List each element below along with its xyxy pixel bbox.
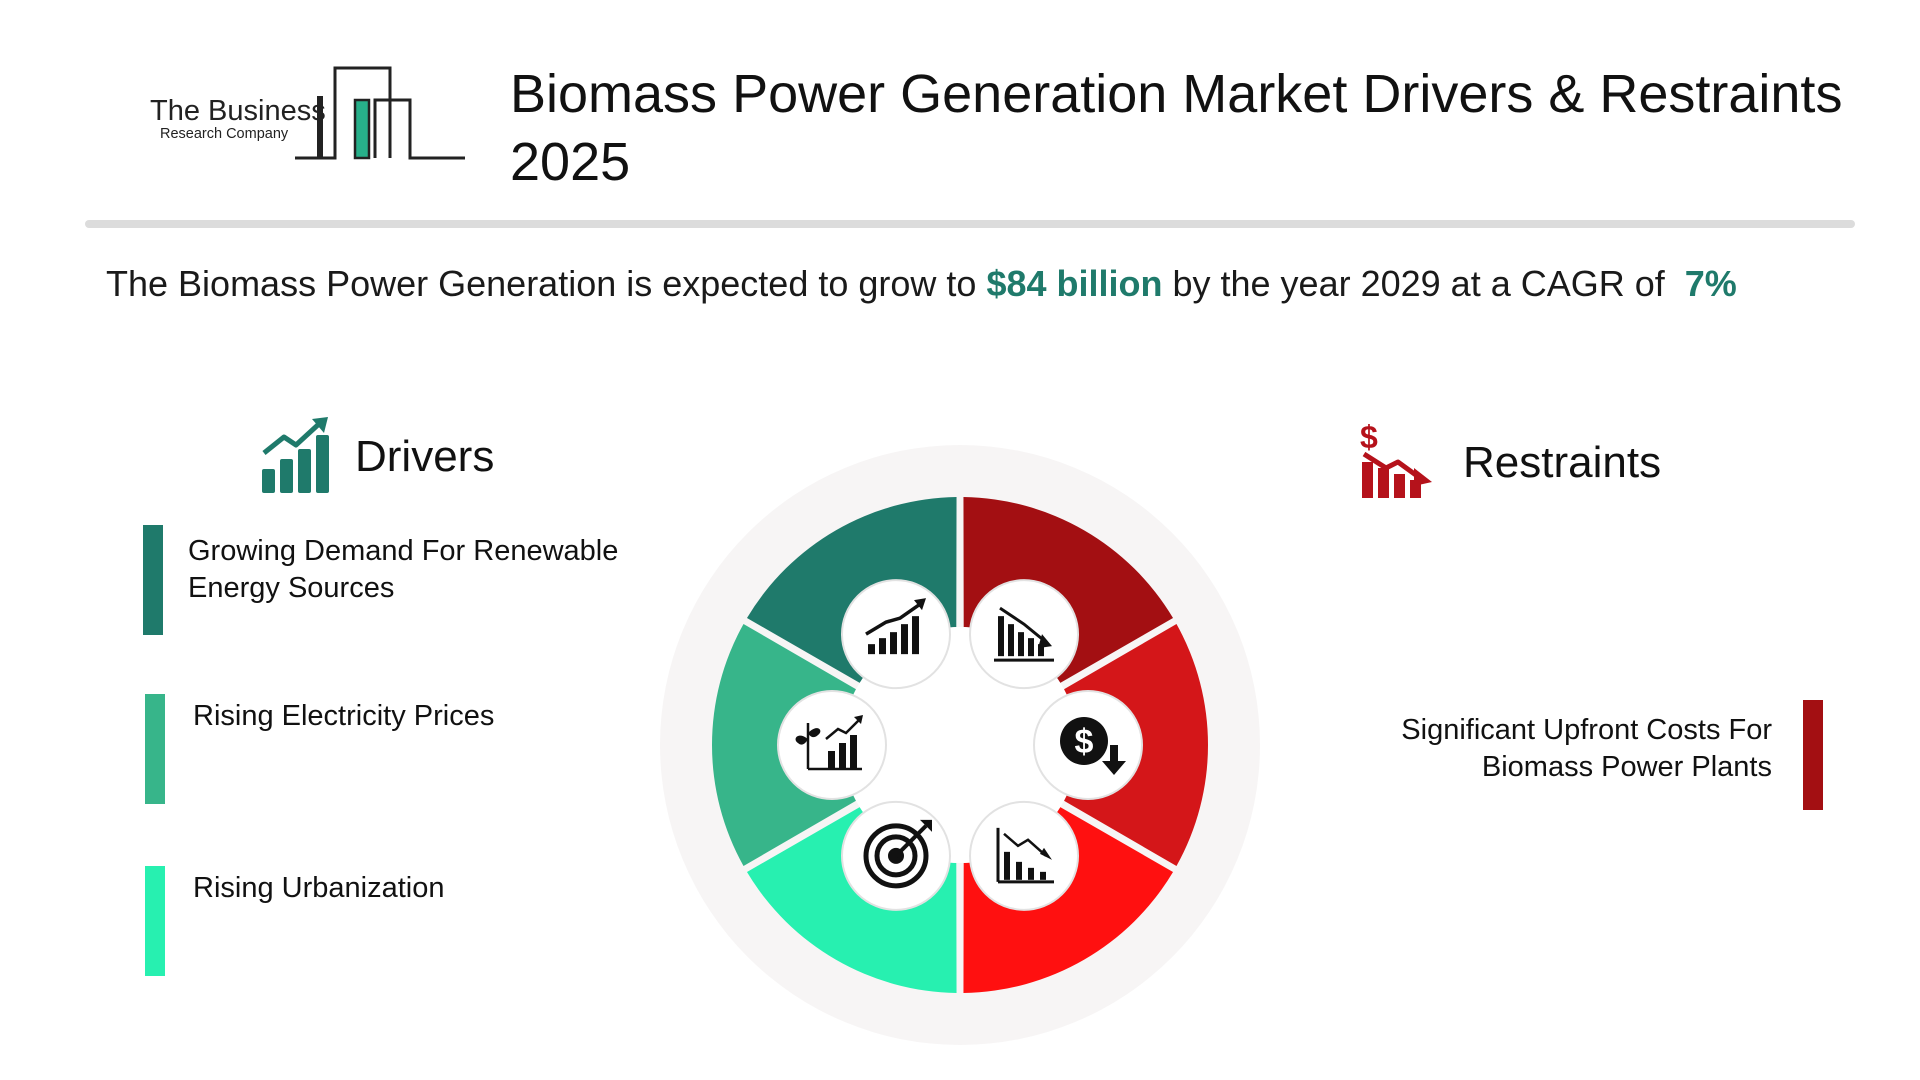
restraint-color-bar [1803, 700, 1823, 810]
logo-line2: Research Company [160, 126, 289, 142]
company-logo: The Business Research Company [150, 66, 465, 160]
declining-bar-chart-icon [969, 579, 1079, 690]
dollar-decline-chart-icon: $ [1360, 419, 1432, 498]
growth-chart-icon [262, 417, 329, 493]
restraint-item: Significant Upfront Costs For Biomass Po… [1401, 714, 1772, 783]
svg-text:$: $ [1360, 419, 1378, 455]
plant-growth-chart-icon [777, 690, 887, 800]
driver-item: Rising Urbanization [193, 872, 445, 904]
driver-color-bar [145, 866, 165, 976]
restraints-heading: Restraints [1463, 438, 1662, 487]
cagr-value: 7% [1684, 263, 1737, 304]
market-value: $84 billion [986, 263, 1163, 304]
header-divider [85, 220, 1855, 228]
drivers-heading: Drivers [355, 432, 495, 481]
drivers-restraints-wheel: $ [660, 445, 1260, 1045]
driver-color-bar [143, 525, 163, 635]
summary-middle: by the year 2029 at a CAGR of [1162, 263, 1675, 304]
dollar-down-icon: $ [1033, 690, 1143, 800]
driver-item: Growing Demand For Renewable Energy Sour… [188, 535, 619, 604]
driver-color-bar [145, 694, 165, 804]
market-summary: The Biomass Power Generation is expected… [106, 262, 1866, 306]
target-icon [841, 800, 951, 911]
logo-line1: The Business [150, 95, 326, 127]
page-title: Biomass Power Generation Market Drivers … [510, 64, 1843, 192]
svg-text:$: $ [1075, 723, 1094, 761]
summary-prefix: The Biomass Power Generation is expected… [106, 263, 987, 304]
driver-item: Rising Electricity Prices [193, 700, 495, 732]
falling-line-chart-icon [969, 800, 1079, 911]
rising-bar-chart-icon [841, 579, 951, 690]
